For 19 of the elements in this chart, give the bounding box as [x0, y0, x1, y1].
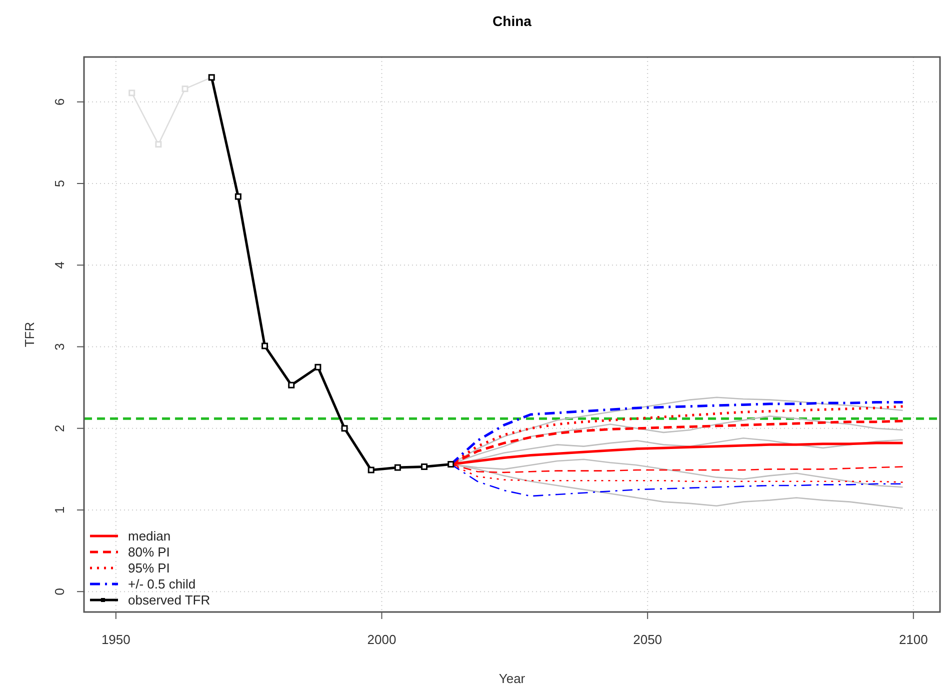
legend-label: 95% PI — [128, 560, 170, 576]
y-axis-title: TFR — [22, 322, 37, 348]
y-tick-label: 3 — [52, 343, 67, 350]
legend-label: median — [128, 528, 171, 544]
legend-label: +/- 0.5 child — [128, 576, 196, 592]
chart-title: China — [492, 13, 532, 29]
x-tick-label: 2050 — [633, 632, 662, 647]
y-tick-label: 1 — [52, 506, 67, 514]
y-tick-label: 2 — [52, 424, 67, 432]
y-tick-label: 5 — [52, 180, 67, 188]
x-tick-label: 1950 — [101, 632, 130, 647]
x-tick-label: 2100 — [898, 632, 928, 647]
x-tick-label: 2000 — [367, 632, 396, 647]
y-tick-label: 6 — [52, 98, 67, 106]
legend-label: observed TFR — [128, 592, 210, 608]
legend-label: 80% PI — [128, 544, 170, 560]
y-tick-label: 0 — [52, 588, 67, 596]
x-axis-title: Year — [498, 671, 526, 686]
y-tick-label: 4 — [52, 262, 67, 269]
